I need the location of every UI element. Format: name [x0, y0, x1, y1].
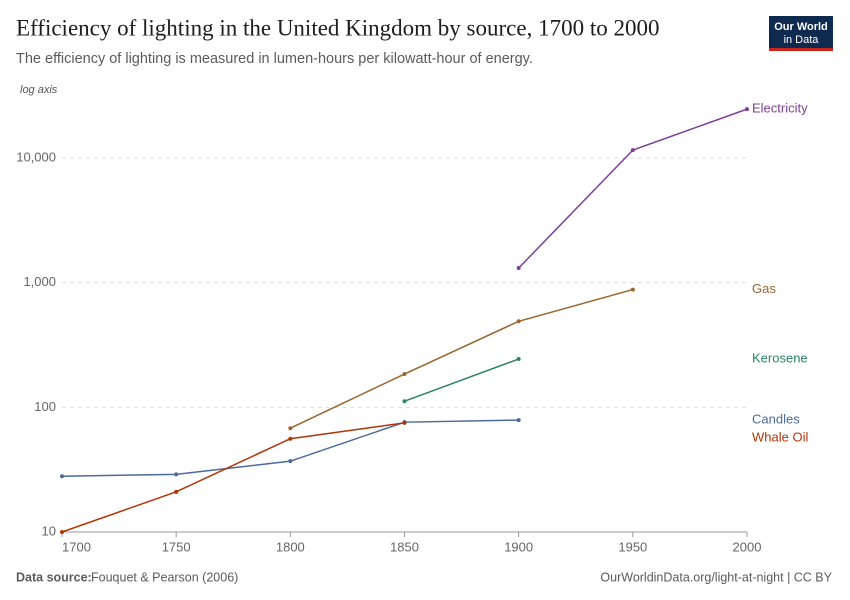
- point: [516, 319, 521, 324]
- point: [745, 107, 749, 112]
- x-tick-label: 1700: [62, 539, 91, 554]
- point: [516, 357, 521, 362]
- point: [402, 372, 407, 377]
- point: [174, 472, 179, 477]
- x-tick-label: 1800: [276, 539, 305, 554]
- point: [174, 489, 179, 494]
- legend-label: Kerosene: [752, 350, 808, 365]
- x-tick-label: 1900: [504, 539, 533, 554]
- logo-box: [769, 16, 833, 50]
- point: [516, 418, 521, 423]
- point: [288, 459, 293, 464]
- point: [60, 474, 64, 479]
- point: [402, 420, 407, 425]
- x-tick-label: 1950: [618, 539, 647, 554]
- point: [402, 399, 407, 404]
- logo-text: Our World: [774, 21, 828, 33]
- legend-label: Electricity: [752, 101, 808, 116]
- point: [630, 287, 635, 292]
- y-tick-label: 10: [42, 523, 56, 538]
- legend-label: Gas: [752, 281, 776, 296]
- logo-text: in Data: [784, 34, 820, 46]
- series-line: [61, 422, 405, 533]
- legend-label: Whale Oil: [752, 430, 808, 445]
- point: [288, 436, 293, 441]
- y-tick-label: 10,000: [16, 149, 56, 164]
- logo[interactable]: Our World in Data: [769, 16, 833, 51]
- url[interactable]: OurWorldinData.org/light-at-night | CC B…: [600, 570, 832, 584]
- point: [516, 266, 521, 271]
- y-tick-label: 1,000: [23, 274, 56, 289]
- y-tick-label: 100: [34, 399, 56, 414]
- source-label: Data source:: [16, 570, 92, 584]
- series-line: [404, 358, 519, 402]
- point: [630, 148, 635, 153]
- series-line: [290, 288, 634, 429]
- chart-subtitle: The efficiency of lighting is measured i…: [16, 51, 533, 67]
- source: Fouquet & Pearson (2006): [91, 570, 238, 584]
- series-line: [518, 108, 748, 269]
- point: [288, 426, 293, 431]
- x-tick-label: 1750: [162, 539, 191, 554]
- axis-note: log axis: [20, 84, 58, 96]
- chart-title: Efficiency of lighting in the United Kin…: [16, 15, 659, 40]
- x-tick-label: 2000: [733, 539, 762, 554]
- x-tick-label: 1850: [390, 539, 419, 554]
- logo-bar: [769, 48, 833, 51]
- legend-label: Candles: [752, 412, 800, 427]
- point: [60, 530, 64, 534]
